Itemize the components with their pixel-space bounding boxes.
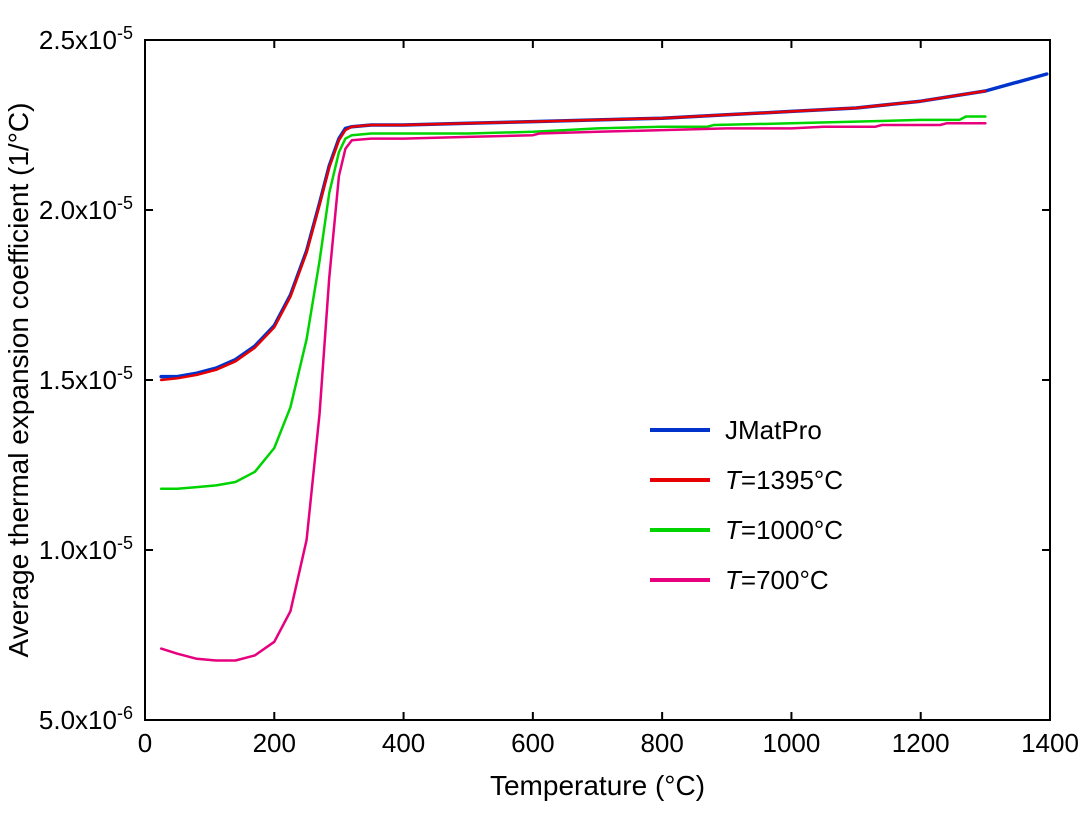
x-tick-label: 0 [138, 728, 152, 758]
x-tick-label: 600 [511, 728, 554, 758]
x-axis-label: Temperature (°C) [490, 770, 705, 801]
legend-label: T=700°C [725, 565, 829, 595]
x-tick-label: 800 [640, 728, 683, 758]
legend-label: JMatPro [725, 415, 822, 445]
x-tick-label: 400 [382, 728, 425, 758]
x-tick-label: 1200 [892, 728, 950, 758]
legend-label: T=1395°C [725, 465, 843, 495]
y-axis-label: Average thermal expansion coefficient (1… [3, 103, 34, 658]
x-tick-label: 1400 [1021, 728, 1079, 758]
chart-container: 02004006008001000120014005.0x10-61.0x10-… [0, 0, 1080, 826]
line-chart: 02004006008001000120014005.0x10-61.0x10-… [0, 0, 1080, 826]
legend-label: T=1000°C [725, 515, 843, 545]
x-tick-label: 1000 [763, 728, 821, 758]
x-tick-label: 200 [253, 728, 296, 758]
